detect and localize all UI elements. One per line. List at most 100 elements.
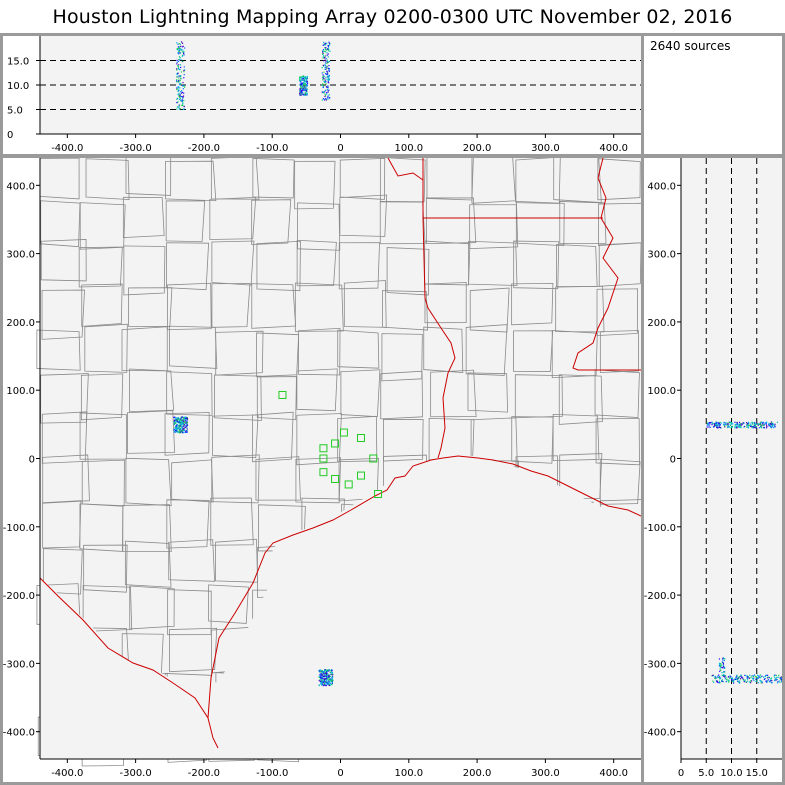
- lightning-source: [305, 80, 307, 82]
- lightning-source: [717, 427, 719, 429]
- lightning-source: [322, 91, 324, 93]
- lightning-source: [331, 672, 334, 674]
- lightning-source: [716, 681, 718, 683]
- lightning-source: [299, 76, 301, 78]
- lightning-source: [760, 426, 762, 428]
- lightning-source: [178, 92, 180, 94]
- lightning-source: [174, 417, 176, 419]
- lightning-source: [177, 418, 179, 420]
- lightning-source: [318, 684, 320, 686]
- station-marker: [344, 480, 353, 489]
- lightning-source: [319, 677, 322, 679]
- lightning-source: [742, 422, 744, 424]
- lightning-source: [718, 682, 720, 684]
- lightning-source: [706, 424, 708, 426]
- lightning-source: [331, 669, 333, 671]
- lightning-source: [305, 87, 307, 89]
- lightning-source: [736, 674, 738, 676]
- lightning-source: [746, 423, 749, 425]
- lightning-source: [716, 675, 719, 677]
- map-x-tick-label: -100.0: [256, 768, 288, 779]
- lightning-source: [781, 681, 782, 683]
- lightning-source: [326, 74, 329, 76]
- lightning-source: [177, 94, 180, 96]
- lightning-source: [708, 424, 710, 427]
- lightning-source: [176, 68, 178, 70]
- lightning-source: [774, 423, 776, 425]
- lightning-source: [180, 71, 183, 73]
- altitude-longitude-panel[interactable]: 15.0 10.0 5.0 0 -400.0 -300.0 -200.0 -100.0 0 100…: [3, 36, 641, 154]
- lightning-source: [749, 425, 752, 428]
- lightning-source: [741, 423, 744, 425]
- lightning-source: [327, 682, 329, 684]
- plan-view-map[interactable]: 400.0 300.0 200.0 100.0 0 -100.0 -200.0 -300.0 -…: [3, 158, 641, 782]
- lightning-source: [183, 431, 185, 433]
- lightning-source: [728, 679, 730, 681]
- lightning-source: [181, 84, 184, 87]
- lightning-source: [740, 425, 742, 427]
- lightning-source: [721, 661, 723, 663]
- lightning-source: [329, 43, 331, 45]
- lightning-source: [329, 678, 331, 680]
- lightning-source: [176, 431, 178, 433]
- lightning-source: [772, 424, 774, 426]
- lightning-source: [331, 678, 333, 680]
- lightning-source: [327, 96, 329, 98]
- lightning-source: [765, 674, 767, 677]
- lightning-source: [736, 427, 738, 429]
- lightning-source: [771, 424, 773, 427]
- lightning-source: [175, 425, 177, 427]
- lightning-source: [181, 95, 183, 98]
- lightning-source: [186, 423, 188, 425]
- lightning-source: [760, 680, 763, 682]
- lightning-source: [757, 682, 760, 684]
- lightning-source: [722, 680, 724, 683]
- lightning-source: [725, 681, 727, 683]
- lightning-source: [181, 91, 184, 94]
- sources-count: 2640 sources: [650, 39, 731, 53]
- lightning-source: [181, 99, 183, 101]
- lightning-source: [718, 665, 720, 667]
- lightning-source: [322, 98, 325, 100]
- lightning-source: [178, 59, 181, 61]
- lightning-source: [184, 419, 186, 422]
- lightning-source: [179, 98, 182, 100]
- lightning-source: [766, 425, 768, 427]
- lightning-source: [755, 426, 758, 428]
- lightning-source: [324, 57, 326, 59]
- lightning-source: [327, 75, 330, 77]
- lightning-source: [747, 421, 750, 423]
- lightning-source: [306, 94, 308, 96]
- lightning-source: [305, 78, 308, 80]
- lightning-source: [323, 679, 325, 681]
- lightning-source: [302, 83, 304, 86]
- lightning-source: [719, 424, 721, 426]
- lightning-source: [176, 97, 179, 100]
- lightning-source: [742, 677, 744, 679]
- lightning-source: [739, 423, 741, 425]
- lightning-source: [183, 424, 186, 426]
- lightning-source: [174, 416, 176, 418]
- lightning-source: [182, 419, 184, 421]
- lightning-source: [179, 52, 182, 54]
- lightning-source: [718, 676, 720, 679]
- lightning-source: [301, 82, 304, 84]
- lightning-source: [180, 75, 182, 77]
- lightning-source: [725, 422, 727, 424]
- lightning-source: [734, 424, 736, 426]
- lightning-source: [328, 77, 330, 79]
- lightning-source: [304, 80, 306, 83]
- lightning-source: [325, 73, 328, 75]
- latitude-altitude-panel[interactable]: 400.0 300.0 200.0 100.0 0 -100.0 -200.0 -300.0 -…: [644, 158, 782, 782]
- map-y-tick-label: -200.0: [3, 591, 35, 602]
- station-marker: [374, 490, 383, 499]
- lightning-source: [326, 669, 328, 671]
- lightning-source: [322, 64, 324, 66]
- lightning-source: [722, 675, 724, 677]
- lightning-source: [179, 419, 181, 422]
- lightning-source: [180, 428, 182, 430]
- lightning-source: [181, 426, 183, 428]
- lightning-source: [322, 76, 324, 78]
- lightning-source: [324, 684, 326, 686]
- lightning-source: [299, 91, 301, 93]
